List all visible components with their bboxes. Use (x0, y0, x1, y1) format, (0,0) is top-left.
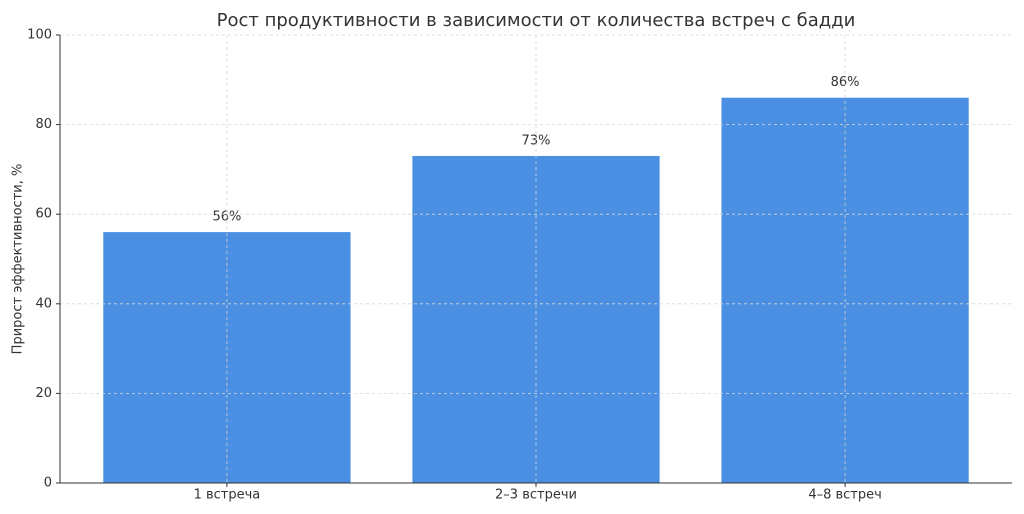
y-tick-label: 20 (35, 386, 52, 401)
value-label: 73% (522, 133, 551, 148)
x-tick-label: 1 встреча (194, 488, 261, 503)
x-tick-label: 2–3 встречи (495, 488, 577, 503)
bar (103, 232, 351, 483)
y-tick-label: 0 (44, 476, 52, 491)
y-tick-label: 40 (35, 296, 52, 311)
y-tick-label: 100 (27, 28, 52, 43)
y-tick-label: 60 (35, 207, 52, 222)
y-tick-label: 80 (35, 117, 52, 132)
value-label: 86% (831, 75, 860, 90)
x-tick-label: 4–8 встреч (808, 488, 882, 503)
chart-title: Рост продуктивности в зависимости от кол… (217, 10, 856, 31)
y-axis-label: Прирост эффективности, % (11, 164, 26, 355)
